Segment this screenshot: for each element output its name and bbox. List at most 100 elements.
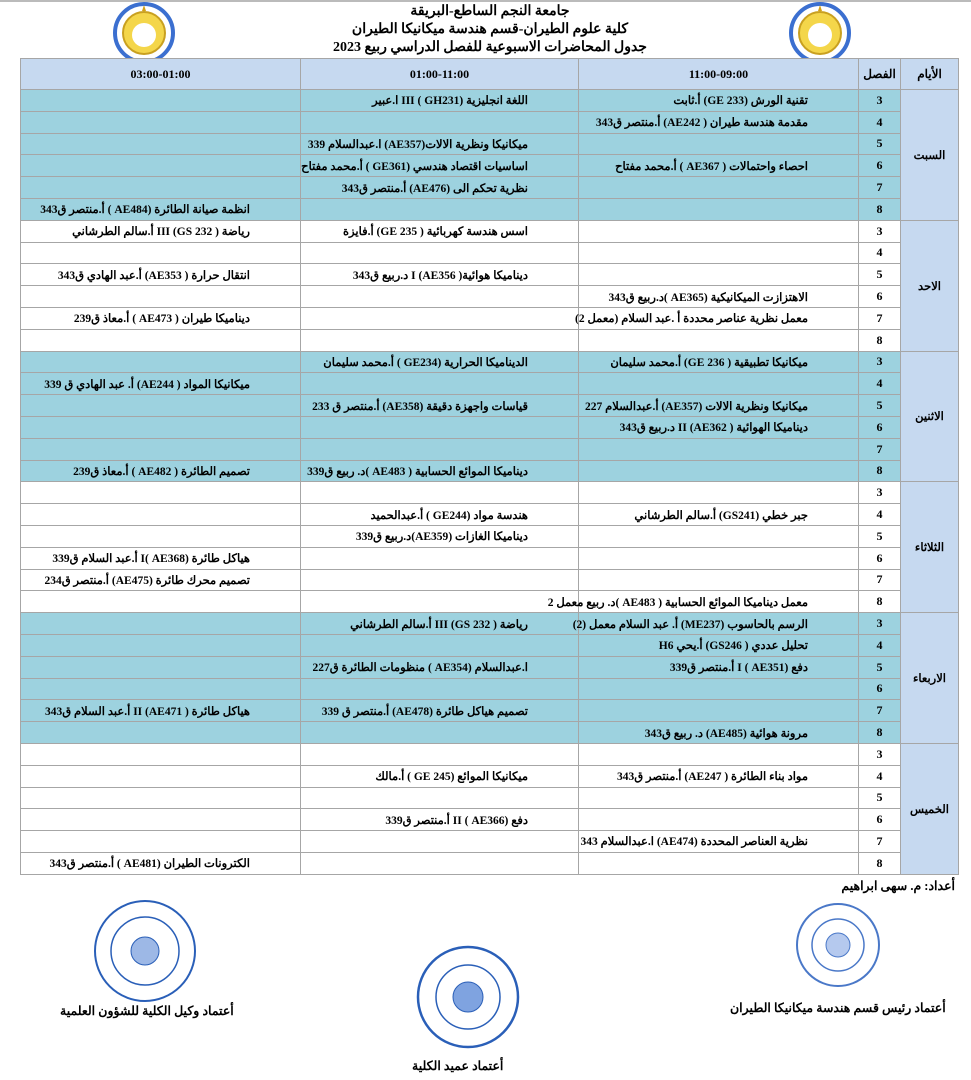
slot-3-cell: انظمة صيانة الطائرة (AE484 ) أ.منتصر ق34… [20, 197, 301, 221]
slot-2-cell [300, 546, 579, 570]
slot-2-cell [300, 110, 579, 134]
slot-3-cell [20, 786, 301, 810]
table-header-row: الأيام الفصل 11:00-09:00 01:00-11:00 03:… [20, 58, 959, 90]
slot-3-cell [20, 110, 301, 134]
header-period: الفصل [858, 58, 901, 90]
period-cell: 7 [858, 437, 901, 461]
table-row: 6 احصاء واحتمالات ( AE367 ) أ.محمد مفتاح ا… [20, 154, 959, 178]
slot-1-cell: معمل نظرية عناصر محددة أ .عبد السلام (مع… [575, 306, 859, 330]
slot-1-cell [578, 546, 859, 570]
slot-1-cell: مقدمة هندسة طيران ( AE242) أ.منتصر ق343 [578, 110, 859, 134]
slot-2-cell: هندسة مواد (GE244 ) أ.عبدالحميد [300, 503, 579, 526]
period-cell: 3 [858, 481, 901, 505]
table-row: 7 نظرية العناصر المحددة (AE474) ا.عبدالسل… [20, 830, 959, 853]
slot-1-cell: معمل ديناميكا الموائع الحسابية ( AE483 )… [548, 590, 859, 614]
period-cell: 4 [858, 372, 901, 396]
table-row: الثلاثاء 3 [20, 481, 959, 614]
slot-3-cell [20, 764, 301, 788]
slot-2-cell [300, 306, 579, 330]
slot-3-cell: رياضة ( GS 232) III أ.سالم الطرشاني [20, 219, 301, 243]
slot-2-cell [300, 786, 579, 810]
slot-2-cell: اسس هندسة كهربائية ( GE 235) أ.فايزة [300, 219, 579, 243]
period-cell: 8 [858, 197, 901, 221]
dept-head-approval: أعتماد رئيس قسم هندسة ميكانيكا الطيران [730, 1001, 946, 1015]
university-logo-right [789, 2, 851, 64]
slot-2-cell [300, 241, 579, 265]
period-cell: 7 [858, 830, 901, 853]
slot-1-cell: الرسم بالحاسوب (ME237) أ. عبد السلام معم… [573, 612, 859, 635]
slot-1-cell: تحليل عددي ( GS246) أ.يحي H6 [578, 633, 859, 657]
slot-1-cell [578, 197, 859, 221]
period-cell: 4 [858, 764, 901, 788]
slot-2-cell: ا.عبدالسلام (AE354 ) منظومات الطائرة ق22… [300, 655, 579, 679]
slot-1-cell [578, 176, 859, 199]
slot-2-cell [300, 372, 579, 396]
period-cell: 3 [858, 219, 901, 243]
slot-2-cell: ديناميكا هوائية( AE356) I د.ربيع ق343 [300, 263, 579, 287]
day-cell: السبت [900, 89, 959, 221]
slot-1-cell [578, 786, 859, 810]
slot-2-cell [300, 742, 579, 766]
table-row: 4 [20, 241, 959, 265]
header-slot-3: 03:00-01:00 [20, 58, 301, 90]
slot-3-cell [20, 350, 301, 374]
slot-3-cell [20, 503, 301, 526]
period-cell: 5 [858, 132, 901, 156]
slot-1-cell [578, 437, 859, 461]
slot-2-cell [300, 851, 579, 875]
period-cell: 5 [858, 524, 901, 548]
slot-3-cell [20, 176, 301, 199]
period-cell: 5 [858, 786, 901, 810]
slot-1-cell: ميكانيكا ونظرية الالات (AE357) أ.عبدالسل… [578, 394, 859, 417]
period-cell: 6 [858, 415, 901, 439]
table-row: 4 جبر خطي (GS241) أ.سالم الطرشاني هندسة مو… [20, 503, 959, 526]
slot-2-cell [300, 677, 579, 701]
slot-2-cell [300, 285, 579, 308]
slot-3-cell [20, 677, 301, 701]
table-row: 7 تصميم هياكل طائرة (AE478) أ.منتصر ق 339… [20, 699, 959, 723]
table-row: 4 مواد بناء الطائرة ( AE247) أ.منتصر ق343… [20, 764, 959, 788]
slot-3-cell [20, 481, 301, 505]
slot-2-cell [300, 437, 579, 461]
slot-3-cell: هياكل طائرة (AE368 )I أ.عبد السلام ق339 [20, 546, 301, 570]
slot-3-cell: هياكل طائرة ( AE471) II أ.عبد السلام ق34… [20, 699, 301, 723]
schedule-body: السبت 3 تقنية الورش (GE 233) أ.ثابت اللغة ا… [20, 89, 959, 875]
table-row: الاثنين 3 ميكانيكا تطبيقية ( GE 236) أ.محم… [20, 350, 959, 483]
table-row: 4 ميكانيكا المواد ( AE244) أ. عبد الهادي … [20, 372, 959, 396]
period-cell: 4 [858, 110, 901, 134]
slot-2-cell: ميكانيكا الموائع (GE 245 ) أ.مالك [300, 764, 579, 788]
slot-1-cell: مواد بناء الطائرة ( AE247) أ.منتصر ق343 [578, 764, 859, 788]
slot-3-cell [20, 590, 301, 614]
slot-3-cell [20, 808, 301, 832]
dept-head-stamp [796, 903, 880, 987]
slot-1-cell: دفع (AE351 ) I أ.منتصر ق339 [578, 655, 859, 679]
slot-3-cell [20, 328, 301, 352]
slot-2-cell: ميكانيكا ونظرية الالات(AE357) ا.عبدالسلا… [300, 132, 579, 156]
period-cell: 3 [858, 742, 901, 766]
table-row: 6 [20, 677, 959, 701]
header-slot-1: 11:00-09:00 [578, 58, 859, 90]
period-cell: 8 [858, 459, 901, 483]
table-row: 6 هياكل طائرة (AE368 )I أ.عبد السلام ق339 [20, 546, 959, 570]
period-cell: 3 [858, 89, 901, 112]
period-cell: 4 [858, 633, 901, 657]
slot-2-cell: اساسيات اقتصاد هندسي (GE361 ) أ.محمد مفت… [300, 154, 579, 178]
slot-2-cell [300, 481, 579, 505]
table-row: 4 تحليل عددي ( GS246) أ.يحي H6 [20, 633, 959, 657]
dean-approval: أعتماد عميد الكلية [412, 1059, 504, 1073]
table-row: 6 الاهتزازت الميكانيكية (AE365 )د.ربيع ق3… [20, 285, 959, 308]
slot-3-cell: ديناميكا طيران ( AE473 ) أ.معاذ ق239 [20, 306, 301, 330]
slot-1-cell [578, 263, 859, 287]
slot-3-cell: انتقال حرارة ( AE353) أ.عبد الهادي ق343 [20, 263, 301, 287]
period-cell: 5 [858, 394, 901, 417]
slot-3-cell: ميكانيكا المواد ( AE244) أ. عبد الهادي ق… [20, 372, 301, 396]
table-row: 7 معمل نظرية عناصر محددة أ .عبد السلام (م… [20, 306, 959, 330]
faculty-name: كلية علوم الطيران-قسم هندسة ميكانيكا الط… [351, 22, 629, 37]
slot-2-cell: تصميم هياكل طائرة (AE478) أ.منتصر ق 339 [300, 699, 579, 723]
table-row: 7 نظرية تحكم الى (AE476) أ.منتصر ق343 [20, 176, 959, 199]
period-cell: 8 [858, 328, 901, 352]
period-cell: 7 [858, 176, 901, 199]
slot-1-cell: ديناميكا الهوائية ( AE362) II د.ربيع ق34… [578, 415, 859, 439]
table-row: 6 دفع (AE366 ) II أ.منتصر ق339 [20, 808, 959, 832]
slot-1-cell [578, 241, 859, 265]
